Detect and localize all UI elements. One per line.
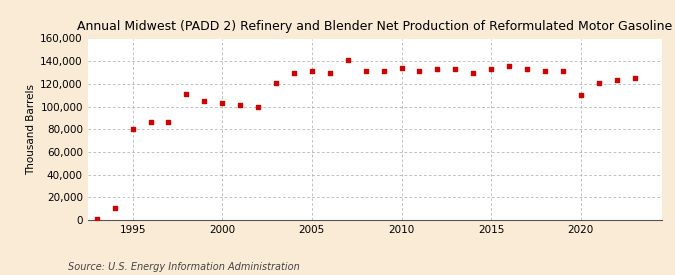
Point: [450, 67, 461, 71]
Y-axis label: Thousand Barrels: Thousand Barrels: [26, 84, 36, 175]
Point: [378, 69, 389, 74]
Point: [306, 69, 317, 74]
Point: [288, 70, 299, 75]
Point: [504, 64, 514, 68]
Point: [612, 78, 622, 83]
Point: [127, 127, 138, 131]
Point: [252, 104, 263, 109]
Point: [558, 69, 568, 74]
Title: Annual Midwest (PADD 2) Refinery and Blender Net Production of Reformulated Moto: Annual Midwest (PADD 2) Refinery and Ble…: [77, 20, 672, 33]
Point: [109, 205, 120, 210]
Point: [593, 81, 604, 85]
Point: [325, 70, 335, 75]
Point: [539, 69, 550, 74]
Point: [163, 120, 174, 125]
Point: [145, 120, 156, 125]
Point: [342, 58, 353, 62]
Point: [91, 217, 102, 221]
Point: [575, 93, 586, 97]
Point: [629, 76, 640, 80]
Point: [396, 66, 407, 70]
Point: [432, 67, 443, 71]
Point: [486, 67, 497, 71]
Point: [235, 103, 246, 108]
Point: [217, 101, 227, 105]
Point: [468, 70, 479, 75]
Text: Source: U.S. Energy Information Administration: Source: U.S. Energy Information Administ…: [68, 262, 299, 272]
Point: [360, 69, 371, 74]
Point: [271, 81, 281, 85]
Point: [181, 92, 192, 96]
Point: [414, 69, 425, 74]
Point: [522, 67, 533, 71]
Point: [199, 99, 210, 103]
